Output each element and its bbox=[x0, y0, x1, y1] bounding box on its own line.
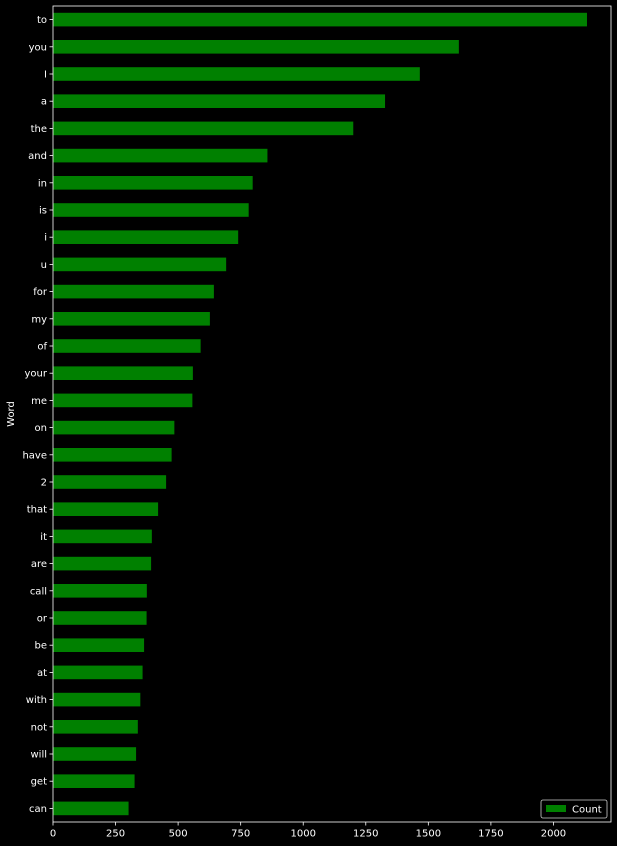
bar-2 bbox=[53, 40, 459, 54]
legend-frame bbox=[540, 799, 608, 819]
bar-16 bbox=[53, 420, 175, 435]
bar-9 bbox=[53, 230, 239, 244]
legend: Count bbox=[540, 799, 608, 819]
x-tick-label: 1000 bbox=[290, 829, 315, 840]
y-tick-label: with bbox=[26, 695, 47, 706]
y-tick-label: me bbox=[31, 396, 47, 407]
x-tick-label: 250 bbox=[106, 829, 125, 840]
y-axis-label: Word bbox=[6, 401, 17, 427]
bar-20 bbox=[53, 529, 152, 544]
y-tick-label: 2 bbox=[41, 478, 47, 489]
bars-layer bbox=[53, 12, 587, 816]
bar-8 bbox=[53, 203, 249, 217]
y-tick-label: on bbox=[35, 423, 47, 434]
y-tick-label: i bbox=[44, 233, 47, 244]
y-tick-label: is bbox=[39, 206, 47, 217]
legend-swatch bbox=[546, 805, 566, 812]
y-tick-label: for bbox=[33, 287, 48, 298]
x-tick-label: 2000 bbox=[541, 829, 566, 840]
bar-11 bbox=[53, 284, 214, 299]
x-tick-label: 1500 bbox=[416, 829, 441, 840]
y-tick-label: a bbox=[41, 97, 47, 108]
y-tick-label: your bbox=[25, 369, 48, 380]
x-tick-label: 1750 bbox=[478, 829, 503, 840]
y-tick-label: of bbox=[37, 342, 47, 353]
y-tick-label: at bbox=[37, 668, 47, 679]
bar-21 bbox=[53, 556, 152, 571]
bar-15 bbox=[53, 393, 193, 408]
y-tick-label: u bbox=[41, 260, 47, 271]
bar-23 bbox=[53, 611, 147, 625]
y-tick-label: that bbox=[27, 505, 47, 516]
legend-label: Count bbox=[572, 805, 602, 816]
bar-14 bbox=[53, 366, 193, 380]
x-tick-label: 0 bbox=[50, 829, 56, 840]
y-tick-label: are bbox=[31, 559, 47, 570]
y-tick-label: the bbox=[31, 124, 47, 135]
x-tick-label: 500 bbox=[169, 829, 188, 840]
bar-12 bbox=[53, 312, 210, 326]
y-tick-label: I bbox=[44, 70, 47, 81]
bar-10 bbox=[53, 257, 227, 272]
bar-25 bbox=[53, 665, 143, 680]
y-tick-label: you bbox=[29, 42, 47, 53]
y-tick-label: be bbox=[35, 641, 48, 652]
y-tick-label: will bbox=[30, 750, 47, 761]
bar-24 bbox=[53, 638, 145, 652]
axes-layer bbox=[52, 5, 612, 823]
y-tick-label: have bbox=[22, 450, 47, 461]
bar-13 bbox=[53, 339, 201, 353]
bar-26 bbox=[53, 692, 141, 707]
y-tick-label: it bbox=[40, 532, 47, 543]
y-tick-label: and bbox=[28, 151, 47, 162]
bar-5 bbox=[53, 121, 354, 136]
bar-30 bbox=[53, 801, 129, 816]
ticks-layer: to you Ia the and in is i u for my of your me on have 2 t… bbox=[22, 15, 566, 839]
y-tick-label: to bbox=[37, 15, 47, 26]
y-tick-label: can bbox=[29, 804, 47, 815]
y-tick-label: not bbox=[31, 722, 47, 733]
bar-29 bbox=[53, 774, 135, 788]
bar-7 bbox=[53, 176, 253, 190]
x-tick-label: 750 bbox=[231, 829, 250, 840]
bar-1 bbox=[53, 12, 587, 27]
bar-17 bbox=[53, 448, 172, 462]
y-tick-label: get bbox=[31, 777, 48, 788]
bar-3 bbox=[53, 67, 420, 81]
bar-22 bbox=[53, 584, 147, 598]
y-tick-label: call bbox=[30, 586, 47, 597]
bar-27 bbox=[53, 720, 138, 734]
bar-6 bbox=[53, 148, 268, 163]
y-tick-label: in bbox=[38, 178, 47, 189]
y-tick-label: or bbox=[37, 614, 48, 625]
bar-4 bbox=[53, 94, 386, 108]
bar-19 bbox=[53, 502, 159, 516]
bar-18 bbox=[53, 475, 167, 489]
x-tick-label: 1250 bbox=[353, 829, 378, 840]
bar-28 bbox=[53, 747, 137, 761]
y-tick-label: my bbox=[31, 314, 47, 325]
plot-frame bbox=[52, 5, 612, 823]
